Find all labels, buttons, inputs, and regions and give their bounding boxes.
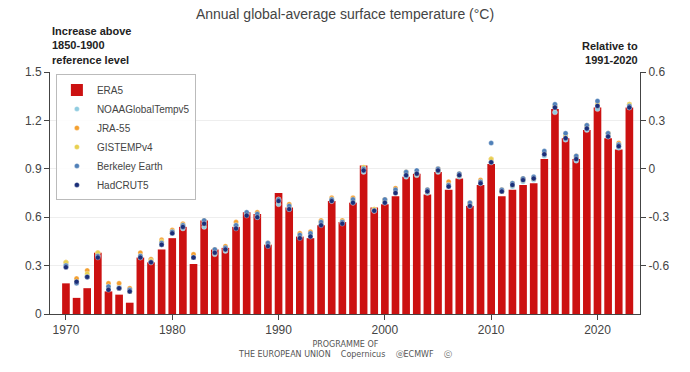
- svg-text:2000: 2000: [372, 323, 399, 337]
- svg-text:0.3: 0.3: [25, 259, 42, 273]
- svg-text:JRA-55: JRA-55: [97, 123, 131, 134]
- svg-text:0.9: 0.9: [25, 162, 42, 176]
- svg-text:Relative to1991-2020: Relative to1991-2020: [582, 40, 638, 66]
- svg-text:HadCRUT5: HadCRUT5: [97, 180, 149, 191]
- svg-text:1.2: 1.2: [25, 114, 42, 128]
- svg-text:GISTEMPv4: GISTEMPv4: [97, 142, 153, 153]
- svg-text:-0.6: -0.6: [648, 259, 669, 273]
- svg-text:0: 0: [648, 162, 655, 176]
- svg-text:2020: 2020: [584, 323, 611, 337]
- svg-text:ERA5: ERA5: [97, 85, 124, 96]
- svg-text:0.6: 0.6: [648, 65, 665, 79]
- svg-text:Annual global-average surface: Annual global-average surface temperatur…: [196, 6, 494, 22]
- svg-text:1.5: 1.5: [25, 65, 42, 79]
- svg-text:0.6: 0.6: [25, 210, 42, 224]
- svg-text:0.3: 0.3: [648, 114, 665, 128]
- svg-text:Berkeley Earth: Berkeley Earth: [97, 161, 163, 172]
- svg-text:1980: 1980: [159, 323, 186, 337]
- svg-text:2010: 2010: [478, 323, 505, 337]
- svg-text:PROGRAMME OFTHE EUROPEAN UNION: PROGRAMME OFTHE EUROPEAN UNION Copernicu…: [238, 340, 452, 359]
- svg-text:-0.3: -0.3: [648, 210, 669, 224]
- svg-text:Increase above1850-1900referen: Increase above1850-1900reference level: [52, 25, 132, 66]
- svg-text:1990: 1990: [265, 323, 292, 337]
- svg-text:NOAAGlobalTempv5: NOAAGlobalTempv5: [97, 104, 190, 115]
- svg-text:1970: 1970: [53, 323, 80, 337]
- svg-text:0: 0: [35, 307, 42, 321]
